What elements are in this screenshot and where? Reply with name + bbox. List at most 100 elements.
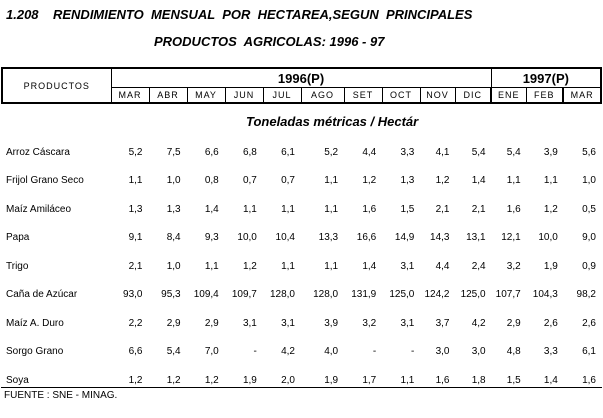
yield-cell: 14,3 bbox=[430, 232, 450, 244]
yield-cell: 3,3 bbox=[543, 346, 558, 358]
table-row: Frijol Grano Seco 1,1 1,0 0,8 0,7 0,7 1,1 1,2 1,… bbox=[1, 167, 602, 196]
product-name: Maíz Amiláceo bbox=[6, 203, 72, 215]
yield-cell: 2,9 bbox=[166, 317, 181, 329]
yield-cell: 93,0 bbox=[123, 289, 143, 301]
yield-cell: 6,1 bbox=[582, 346, 596, 358]
table-row: Caña de Azúcar 93,0 95,3 109,4 109,7 128,0 128… bbox=[1, 281, 602, 310]
yield-cell: 3,1 bbox=[281, 317, 295, 329]
yield-cell: 104,3 bbox=[532, 289, 558, 301]
yield-cell: 1,1 bbox=[324, 203, 339, 215]
yield-cell: 1,2 bbox=[186, 366, 225, 388]
yield-cell: 124,2 bbox=[424, 289, 450, 301]
yield-cell: 3,2 bbox=[506, 260, 521, 272]
yield-cell: 5,6 bbox=[582, 146, 596, 158]
yield-cell: 2,1 bbox=[471, 203, 486, 215]
yield-cell: 1,6 bbox=[506, 203, 521, 215]
yield-cell: 9,3 bbox=[204, 232, 219, 244]
yield-cell: 1,1 bbox=[281, 203, 295, 215]
product-name: Soya bbox=[1, 366, 111, 388]
data-table: Arroz Cáscara 5,2 7,5 6,6 6,8 6,1 5,2 4,4 3,3 4,1… bbox=[1, 138, 602, 388]
month-header: ABR bbox=[148, 87, 188, 104]
yield-cell: 6,8 bbox=[242, 146, 257, 158]
yield-cell: 9,0 bbox=[582, 232, 596, 244]
yield-cell: 3,1 bbox=[400, 260, 415, 272]
year-1997-header: 1997(P) bbox=[490, 67, 602, 88]
yield-cell: 12,1 bbox=[501, 232, 521, 244]
yield-cell: 0,9 bbox=[582, 260, 596, 272]
yield-cell: 13,1 bbox=[466, 232, 486, 244]
yield-cell: 2,9 bbox=[204, 317, 219, 329]
yield-cell: 1,3 bbox=[400, 175, 415, 187]
yield-cell: 6,6 bbox=[128, 346, 143, 358]
yield-cell: 1,5 bbox=[491, 366, 527, 388]
yield-cell: - bbox=[253, 346, 257, 358]
yield-cell: 6,6 bbox=[204, 146, 219, 158]
month-header: MAY bbox=[186, 87, 226, 104]
yield-cell: 2,0 bbox=[262, 366, 301, 388]
yield-cell: 1,4 bbox=[204, 203, 219, 215]
yield-cell: 1,4 bbox=[526, 366, 564, 388]
product-name: Maíz A. Duro bbox=[6, 317, 64, 329]
yield-cell: 98,2 bbox=[576, 289, 596, 301]
table-row: Trigo 2,1 1,0 1,1 1,2 1,1 1,1 1,4 3,1 4,4 2,4 3,2 1,… bbox=[1, 252, 602, 281]
yield-cell: 5,2 bbox=[128, 146, 143, 158]
yield-cell: 3,1 bbox=[400, 317, 415, 329]
table-title-line1: 1.208 RENDIMIENTO MENSUAL POR HECTAREA,S… bbox=[6, 7, 473, 22]
yield-cell: 1,7 bbox=[344, 366, 383, 388]
table-row: Maíz Amiláceo 1,3 1,3 1,4 1,1 1,1 1,1 1,6 1,5 2,1… bbox=[1, 195, 602, 224]
table-row: Soya 1,2 1,2 1,2 1,9 2,0 1,9 1,7 1,1 1,6 1,8 1,5 1,4… bbox=[1, 366, 602, 388]
yield-cell: 1,2 bbox=[110, 366, 149, 388]
yield-cell: 95,3 bbox=[161, 289, 181, 301]
yield-cell: 16,6 bbox=[356, 232, 377, 244]
yield-cell: 1,6 bbox=[563, 366, 602, 388]
yield-cell: 1,4 bbox=[471, 175, 486, 187]
yield-cell: 6,1 bbox=[281, 146, 295, 158]
yield-cell: 1,9 bbox=[543, 260, 558, 272]
yield-cell: 1,1 bbox=[128, 175, 143, 187]
month-header: FEB bbox=[525, 87, 564, 104]
month-header: AGO bbox=[300, 87, 345, 104]
yield-cell: 5,2 bbox=[324, 146, 339, 158]
yield-cell: 0,7 bbox=[242, 175, 257, 187]
yield-cell: 2,6 bbox=[543, 317, 558, 329]
table-header: PRODUCTOS 1996(P) 1997(P) MAR ABR MAY JUN JU… bbox=[1, 67, 603, 104]
yield-cell: 4,1 bbox=[435, 146, 450, 158]
month-header: SET bbox=[343, 87, 383, 104]
yield-cell: 3,1 bbox=[242, 317, 257, 329]
table-row: Papa 9,1 8,4 9,3 10,0 10,4 13,3 16,6 14,9 14,3 13,… bbox=[1, 224, 602, 253]
product-name: Frijol Grano Seco bbox=[6, 175, 84, 187]
yield-cell: 1,6 bbox=[362, 203, 377, 215]
yield-cell: 5,4 bbox=[471, 146, 486, 158]
yield-cell: 10,0 bbox=[237, 232, 257, 244]
yield-cell: 3,0 bbox=[471, 346, 486, 358]
product-name: Trigo bbox=[6, 260, 29, 272]
yield-cell: 2,1 bbox=[128, 260, 143, 272]
yield-cell: 7,0 bbox=[204, 346, 219, 358]
table-row: Maíz A. Duro 2,2 2,9 2,9 3,1 3,1 3,9 3,2 3,1 3,7 4… bbox=[1, 309, 602, 338]
yield-cell: 2,9 bbox=[506, 317, 521, 329]
yield-cell: 131,9 bbox=[351, 289, 377, 301]
yield-cell: 3,3 bbox=[400, 146, 415, 158]
yield-cell: 109,4 bbox=[193, 289, 219, 301]
yield-cell: - bbox=[372, 346, 377, 358]
yield-cell: 1,1 bbox=[382, 366, 421, 388]
yield-cell: 2,4 bbox=[471, 260, 486, 272]
unit-label: Toneladas métricas / Hectár bbox=[246, 114, 419, 129]
yield-cell: 14,9 bbox=[394, 232, 415, 244]
month-header: NOV bbox=[419, 87, 456, 104]
product-name: Arroz Cáscara bbox=[6, 146, 70, 158]
yield-cell: 4,8 bbox=[506, 346, 521, 358]
yield-cell: 1,1 bbox=[324, 175, 339, 187]
product-name: Caña de Azúcar bbox=[6, 289, 78, 301]
yield-cell: 4,2 bbox=[281, 346, 295, 358]
yield-cell: 13,3 bbox=[318, 232, 339, 244]
yield-cell: 1,0 bbox=[166, 175, 181, 187]
month-header: JUN bbox=[224, 87, 264, 104]
month-header: OCT bbox=[381, 87, 421, 104]
yield-cell: 3,7 bbox=[435, 317, 450, 329]
yield-cell: 4,2 bbox=[471, 317, 486, 329]
yield-cell: 7,5 bbox=[166, 146, 181, 158]
table-row: Arroz Cáscara 5,2 7,5 6,6 6,8 6,1 5,2 4,4 3,3 4,1… bbox=[1, 138, 602, 167]
yield-cell: 128,0 bbox=[269, 289, 295, 301]
yield-cell: 1,1 bbox=[242, 203, 257, 215]
